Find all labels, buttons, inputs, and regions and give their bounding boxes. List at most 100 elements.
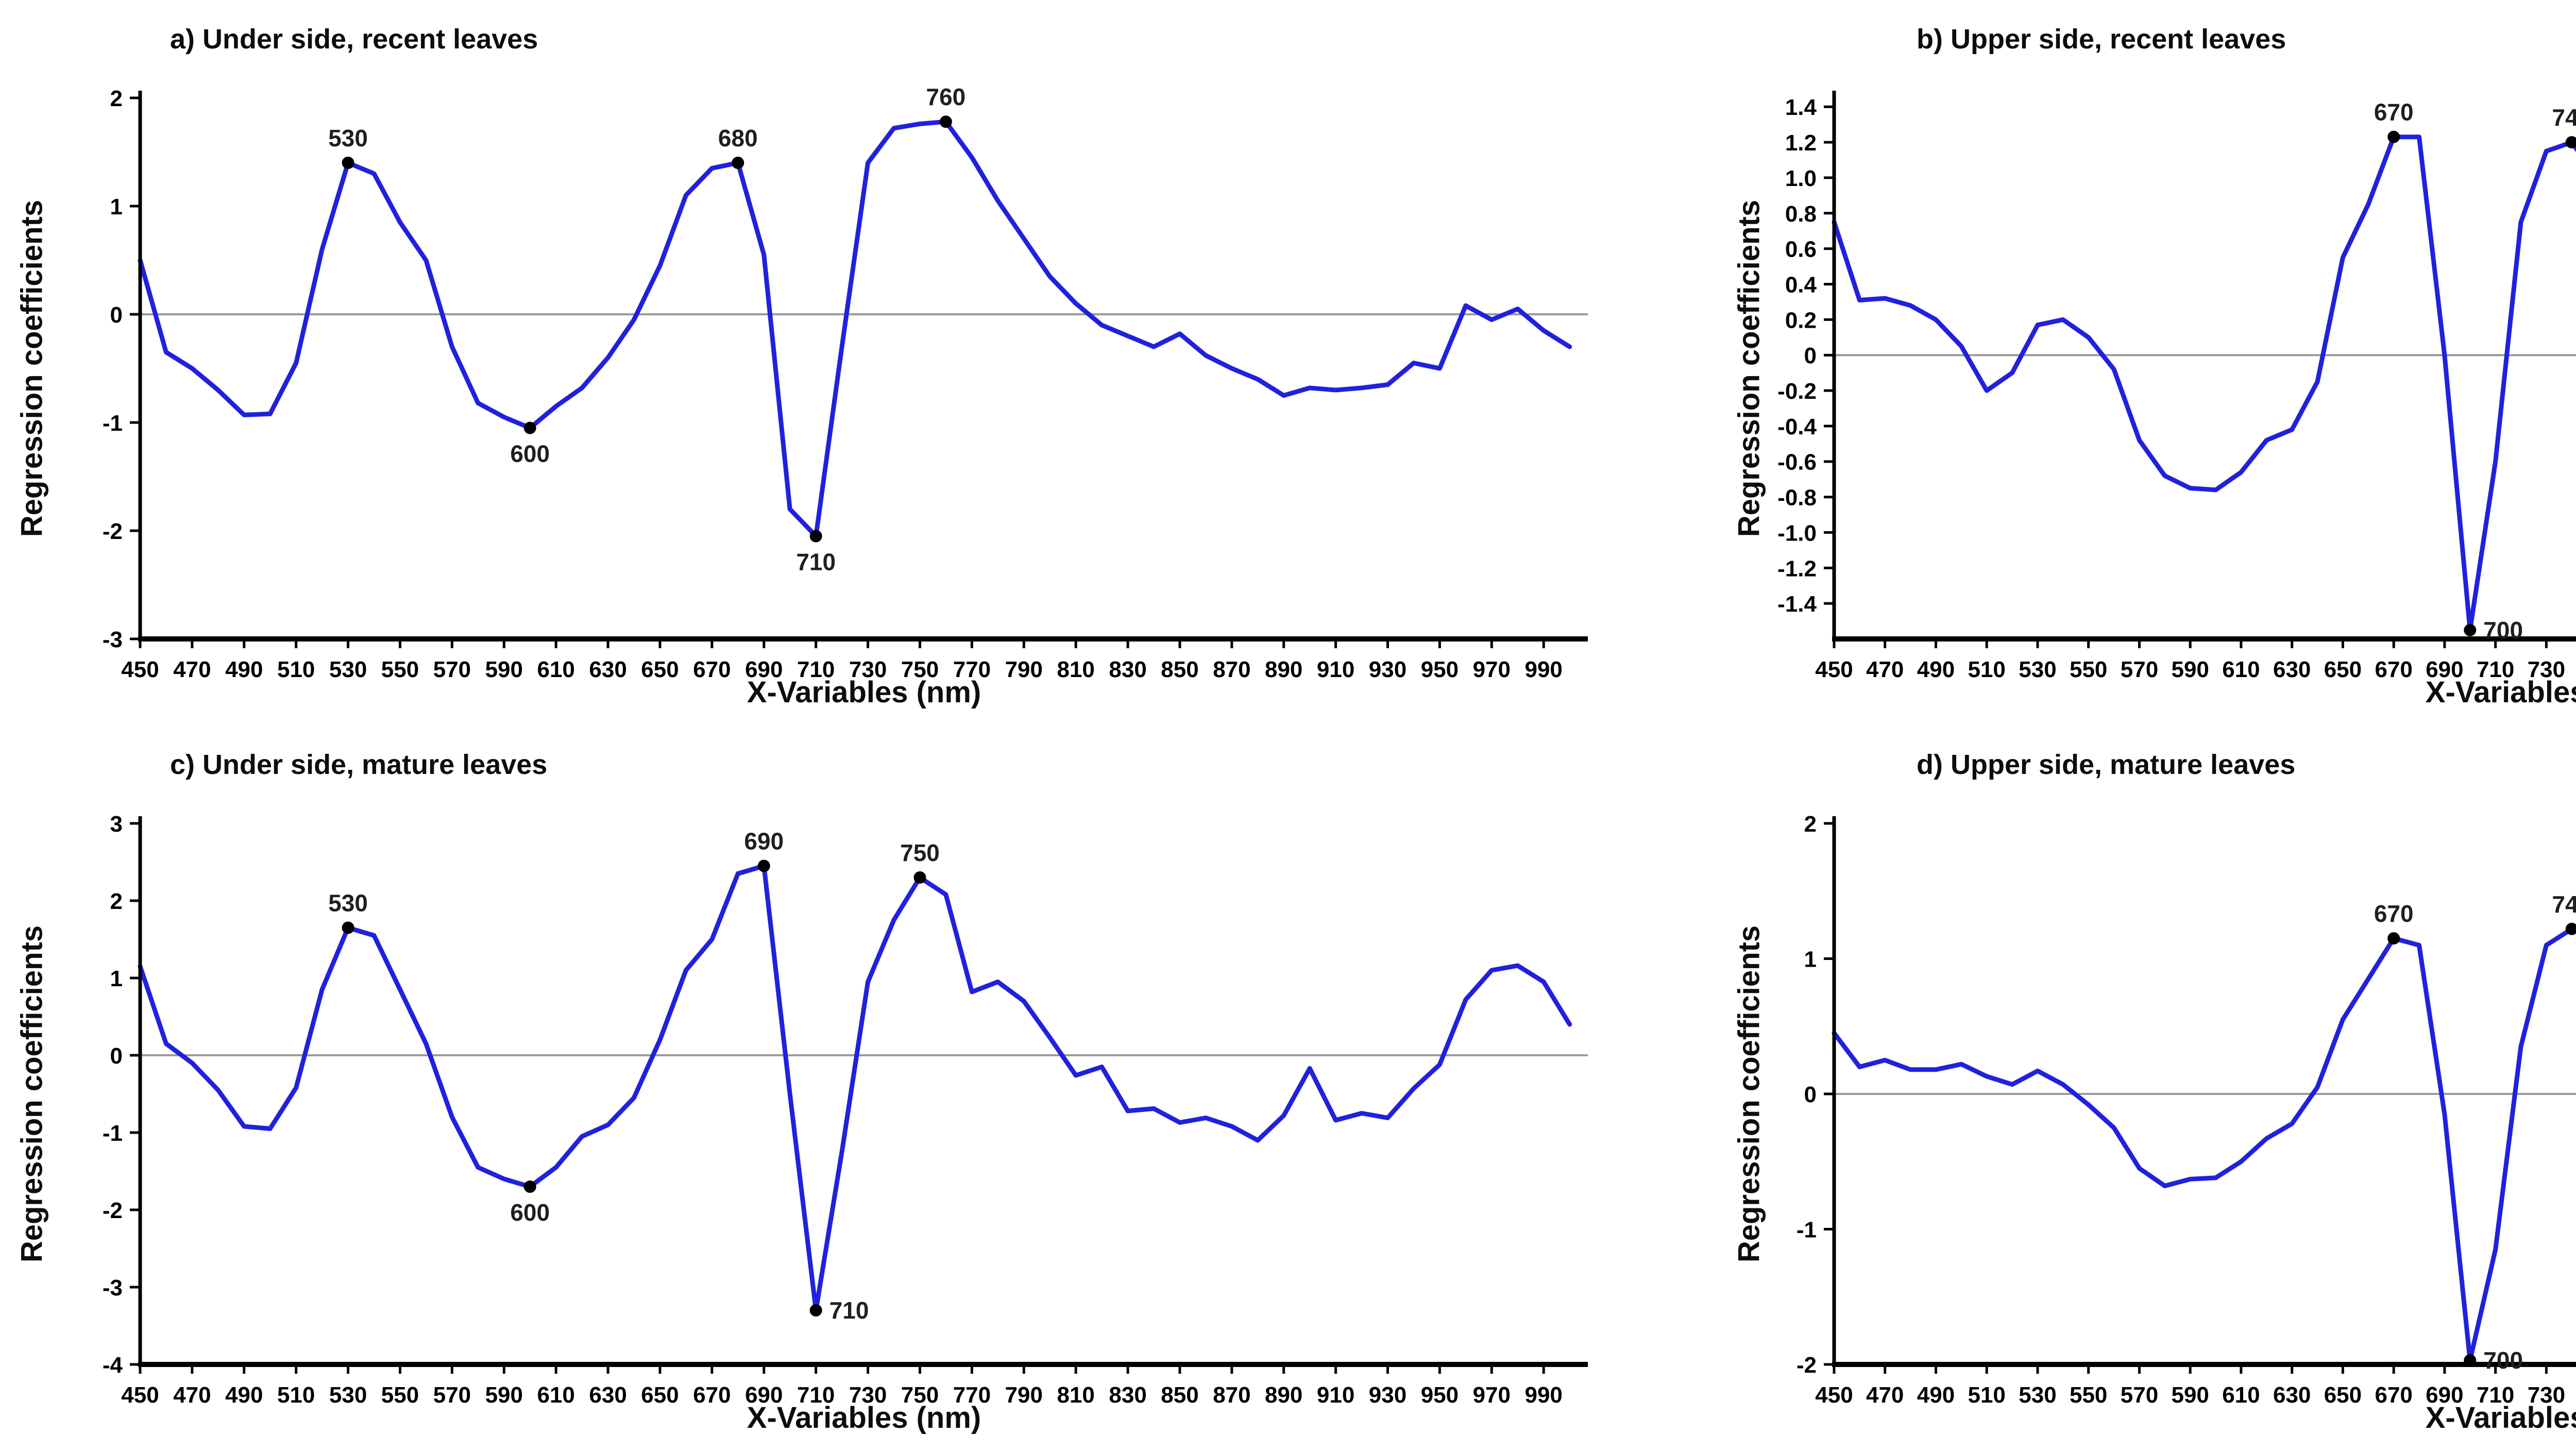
x-tick-label: 730 — [849, 657, 887, 682]
x-tick-label: 890 — [1265, 1382, 1302, 1408]
y-tick-label: 0 — [1804, 1082, 1817, 1107]
x-tick-label: 710 — [2477, 1382, 2514, 1408]
x-tick-label: 710 — [797, 1382, 835, 1408]
x-tick-label: 570 — [2121, 657, 2158, 682]
x-tick-label: 650 — [641, 657, 679, 682]
panel-c-plot-canvas: 3 2 1 0 -1 -2 -3 -4 450 470 490 510 530 550 570 590 610 6… — [103, 812, 1588, 1408]
x-tick-label: 610 — [2222, 1382, 2260, 1408]
extremum-marker — [732, 157, 744, 169]
x-tick-label: 690 — [745, 657, 783, 682]
x-tick-label: 750 — [901, 1382, 939, 1408]
extremum-label: 670 — [2374, 900, 2414, 927]
y-tick-label: -0.4 — [1777, 414, 1817, 440]
y-tick-label: -0.8 — [1777, 485, 1817, 511]
panel-a-plot-canvas: 2 1 0 -1 -2 -3 450 470 490 510 530 550 570 590 610 630 6… — [103, 83, 1588, 682]
extremum-marker — [342, 921, 354, 934]
x-tick-label: 470 — [1866, 657, 1904, 682]
x-tick-label: 970 — [1473, 657, 1511, 682]
extremum-label: 740 — [2552, 891, 2576, 918]
y-tick-label: -1.4 — [1777, 592, 1817, 617]
extremum-marker — [2387, 130, 2400, 143]
y-tick-label: 0 — [110, 1043, 123, 1069]
x-tick-label: 530 — [329, 657, 367, 682]
x-tick-label: 610 — [537, 657, 574, 682]
x-tick-label: 550 — [381, 1382, 419, 1408]
x-tick-label: 730 — [2528, 657, 2565, 682]
x-tick-label: 870 — [1213, 1382, 1250, 1408]
panel-c-title: c) Under side, mature leaves — [170, 749, 548, 780]
x-tick-label: 710 — [2477, 657, 2514, 682]
panel-c-x-axis-title: X-Variables (nm) — [747, 1401, 981, 1435]
x-tick-label: 570 — [433, 1382, 471, 1408]
extremum-label: 750 — [900, 839, 940, 866]
regression-coefficients-line — [1832, 926, 2576, 1363]
x-tick-label: 630 — [2273, 1382, 2311, 1408]
x-tick-label: 670 — [693, 1382, 731, 1408]
x-tick-label: 930 — [1369, 1382, 1406, 1408]
x-tick-label: 670 — [2375, 657, 2412, 682]
x-tick-label: 910 — [1317, 657, 1354, 682]
panel-b-x-axis-title: X-Variables (nm) — [2425, 676, 2576, 709]
x-tick-label: 590 — [485, 657, 523, 682]
x-tick-label: 570 — [2121, 1382, 2158, 1408]
x-tick-label: 870 — [1213, 657, 1250, 682]
y-tick-label: -2 — [103, 519, 123, 544]
x-tick-label: 830 — [1109, 1382, 1146, 1408]
x-tick-label: 550 — [381, 657, 419, 682]
extremum-label: 710 — [829, 1297, 869, 1324]
y-tick-label: 2 — [1804, 812, 1817, 837]
y-tick-label: 3 — [110, 812, 123, 837]
x-tick-label: 730 — [2528, 1382, 2565, 1408]
panel-b-title: b) Upper side, recent leaves — [1917, 24, 2286, 55]
x-tick-label: 490 — [225, 657, 263, 682]
x-tick-label: 630 — [2273, 657, 2311, 682]
x-tick-label: 850 — [1161, 1382, 1198, 1408]
x-tick-label: 690 — [2426, 657, 2463, 682]
x-tick-label: 790 — [1005, 657, 1043, 682]
x-tick-label: 530 — [2019, 1382, 2056, 1408]
x-tick-label: 630 — [589, 657, 626, 682]
x-tick-label: 510 — [1968, 657, 2005, 682]
x-tick-label: 990 — [1524, 657, 1562, 682]
extremum-marker — [809, 530, 822, 543]
regression-coefficients-line — [1832, 134, 2576, 633]
y-tick-label: 1 — [110, 966, 123, 991]
x-tick-label: 790 — [1005, 1382, 1043, 1408]
extremum-label: 710 — [796, 549, 836, 576]
extremum-marker — [757, 859, 770, 872]
extremum-label: 690 — [744, 828, 784, 855]
panel-a-x-axis-title: X-Variables (nm) — [747, 676, 981, 709]
x-tick-label: 650 — [2324, 1382, 2362, 1408]
extremum-marker — [523, 421, 536, 434]
y-tick-label: -0.2 — [1777, 379, 1817, 404]
x-tick-label: 890 — [1265, 657, 1302, 682]
y-tick-label: -3 — [103, 1275, 123, 1301]
panel-d-x-axis-title: X-Variables (nm) — [2425, 1401, 2576, 1435]
x-tick-label: 550 — [2070, 1382, 2107, 1408]
x-tick-label: 770 — [953, 657, 991, 682]
extremum-label: 600 — [510, 441, 550, 467]
extremum-marker — [2565, 136, 2576, 149]
x-tick-label: 530 — [2019, 657, 2056, 682]
x-tick-label: 610 — [2222, 657, 2260, 682]
y-tick-label: -1.2 — [1777, 556, 1817, 581]
extremum-label: 600 — [510, 1199, 550, 1226]
extremum-label: 760 — [926, 83, 966, 110]
x-tick-label: 810 — [1057, 657, 1094, 682]
y-tick-label: 1.2 — [1785, 130, 1817, 156]
extremum-marker — [342, 157, 354, 169]
x-tick-label: 930 — [1369, 657, 1406, 682]
y-tick-label: 2 — [110, 86, 123, 111]
extremum-marker — [2464, 1354, 2477, 1367]
panel-d-plot-canvas: 2 1 0 -1 -2 450 470 490 510 530 550 570 590 610 630 650… — [1797, 812, 2576, 1408]
x-tick-label: 950 — [1421, 657, 1459, 682]
panel-d: d) Upper side, mature leaves Regression … — [1631, 726, 2576, 1451]
x-tick-label: 730 — [849, 1382, 887, 1408]
x-tick-label: 670 — [693, 657, 731, 682]
x-tick-label: 510 — [277, 1382, 315, 1408]
y-tick-label: 0.2 — [1785, 308, 1817, 333]
x-tick-label: 910 — [1317, 1382, 1354, 1408]
x-tick-label: 950 — [1421, 1382, 1459, 1408]
x-tick-label: 450 — [1815, 657, 1853, 682]
